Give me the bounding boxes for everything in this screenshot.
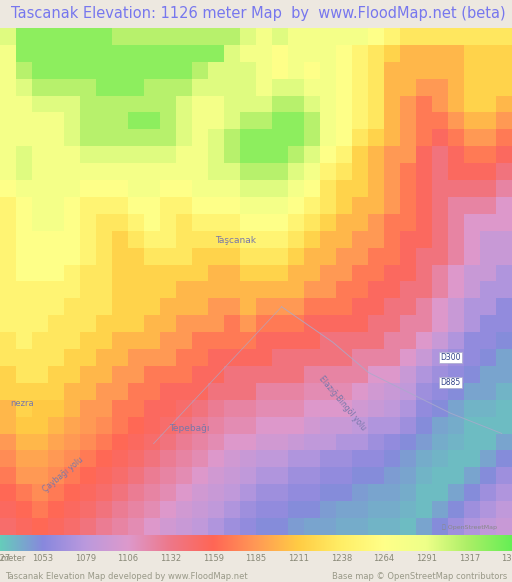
Text: 1159: 1159 [203, 553, 224, 563]
Text: 1291: 1291 [416, 553, 437, 563]
Text: 1132: 1132 [160, 553, 181, 563]
Text: 1106: 1106 [117, 553, 139, 563]
Text: 1264: 1264 [373, 553, 395, 563]
Text: 🔍 OpenStreetMap: 🔍 OpenStreetMap [442, 524, 497, 530]
Text: 1079: 1079 [75, 553, 96, 563]
Text: meter: meter [0, 553, 26, 563]
Text: D300: D300 [440, 353, 461, 362]
Text: nezra: nezra [10, 399, 34, 407]
Text: 1317: 1317 [459, 553, 480, 563]
Text: 1027: 1027 [0, 553, 11, 563]
Text: 1185: 1185 [245, 553, 267, 563]
Text: D885: D885 [440, 378, 461, 387]
Text: Tepebağı: Tepebağı [169, 424, 210, 433]
Text: Taşcanak: Taşcanak [215, 236, 256, 246]
Text: 1344: 1344 [501, 553, 512, 563]
Text: Tascanak Elevation Map developed by www.FloodMap.net: Tascanak Elevation Map developed by www.… [5, 572, 248, 581]
Text: 1238: 1238 [331, 553, 352, 563]
Text: Çaybağı yolu: Çaybağı yolu [41, 455, 85, 494]
Text: Tascanak Elevation: 1126 meter Map  by  www.FloodMap.net (beta): Tascanak Elevation: 1126 meter Map by ww… [11, 6, 506, 22]
Text: 1211: 1211 [288, 553, 309, 563]
Text: Elazığ-Bingöl yolu: Elazığ-Bingöl yolu [317, 374, 368, 432]
Text: Base map © OpenStreetMap contributors: Base map © OpenStreetMap contributors [332, 572, 507, 581]
Text: 1053: 1053 [32, 553, 53, 563]
